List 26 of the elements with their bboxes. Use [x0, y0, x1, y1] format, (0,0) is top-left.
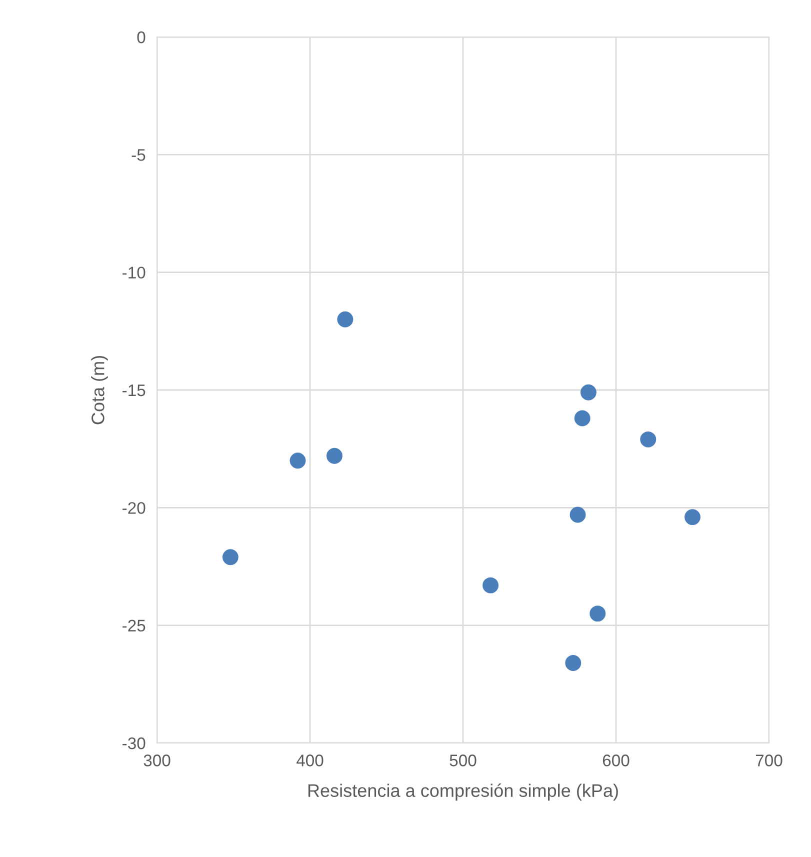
x-tick-label: 600: [602, 754, 630, 766]
x-axis-title: Resistencia a compresión simple (kPa): [308, 784, 618, 801]
point: [574, 410, 590, 426]
y-tick-label: -15: [122, 384, 146, 396]
y-tick-label: -25: [122, 620, 146, 632]
x-tick-label: 300: [144, 754, 170, 766]
y-tick-label: -5: [132, 149, 146, 161]
point: [565, 655, 582, 671]
y-tick-label: -30: [122, 737, 146, 750]
point: [326, 448, 342, 464]
y-tick-label: -10: [122, 266, 146, 279]
point: [684, 509, 700, 526]
x-tick-label: 500: [450, 754, 476, 766]
point: [482, 577, 499, 594]
x-tick-label: 700: [756, 754, 782, 766]
x-tick-label: 400: [296, 754, 324, 766]
point: [222, 549, 238, 566]
point: [337, 311, 354, 328]
point: [580, 384, 596, 400]
point: [590, 606, 606, 622]
point: [290, 452, 306, 469]
y-tick-label: -20: [122, 502, 146, 514]
y-tick-label: 0: [137, 31, 146, 44]
y-axis-title: Cota (m): [91, 356, 108, 424]
point: [640, 431, 656, 448]
point: [570, 506, 586, 523]
